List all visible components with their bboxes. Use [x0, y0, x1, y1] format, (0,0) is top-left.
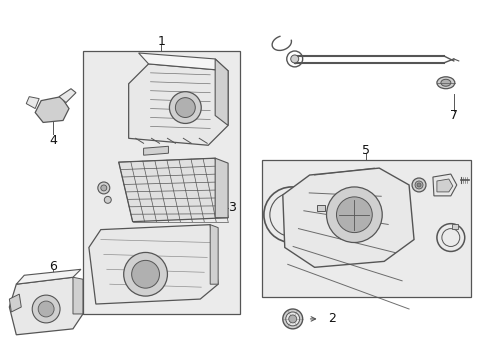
Circle shape — [415, 181, 423, 189]
Polygon shape — [129, 64, 228, 145]
Polygon shape — [215, 59, 228, 125]
Polygon shape — [139, 53, 228, 71]
Text: 3: 3 — [228, 201, 236, 214]
Circle shape — [32, 295, 60, 323]
Circle shape — [326, 187, 382, 243]
Polygon shape — [26, 96, 39, 109]
Polygon shape — [89, 225, 218, 304]
Ellipse shape — [441, 79, 451, 86]
Circle shape — [412, 178, 426, 192]
Text: 6: 6 — [49, 260, 57, 273]
Circle shape — [286, 312, 300, 326]
Polygon shape — [215, 158, 228, 218]
Text: 5: 5 — [362, 144, 370, 157]
Polygon shape — [119, 158, 228, 222]
Polygon shape — [73, 277, 83, 314]
Text: 2: 2 — [329, 312, 337, 325]
Bar — [317, 205, 324, 211]
Polygon shape — [59, 89, 76, 103]
Bar — [83, 51, 240, 314]
Polygon shape — [16, 269, 81, 284]
Bar — [262, 160, 471, 297]
Circle shape — [132, 260, 159, 288]
Circle shape — [417, 183, 421, 187]
Text: 1: 1 — [158, 35, 166, 48]
Circle shape — [101, 185, 107, 191]
Circle shape — [283, 309, 303, 329]
Polygon shape — [283, 168, 414, 267]
Polygon shape — [144, 146, 169, 155]
Circle shape — [170, 92, 201, 123]
Ellipse shape — [437, 77, 455, 89]
Polygon shape — [433, 174, 457, 196]
Circle shape — [98, 182, 110, 194]
Polygon shape — [437, 179, 453, 192]
Circle shape — [123, 252, 168, 296]
Circle shape — [289, 315, 297, 323]
Polygon shape — [9, 294, 21, 312]
Circle shape — [104, 196, 111, 203]
Circle shape — [291, 55, 299, 63]
Circle shape — [175, 98, 196, 117]
Polygon shape — [35, 96, 69, 122]
Text: 7: 7 — [450, 109, 458, 122]
Bar — [452, 224, 458, 229]
Text: 4: 4 — [49, 134, 57, 147]
Polygon shape — [9, 277, 83, 335]
Circle shape — [38, 301, 54, 317]
Circle shape — [337, 197, 372, 233]
Polygon shape — [210, 225, 218, 284]
